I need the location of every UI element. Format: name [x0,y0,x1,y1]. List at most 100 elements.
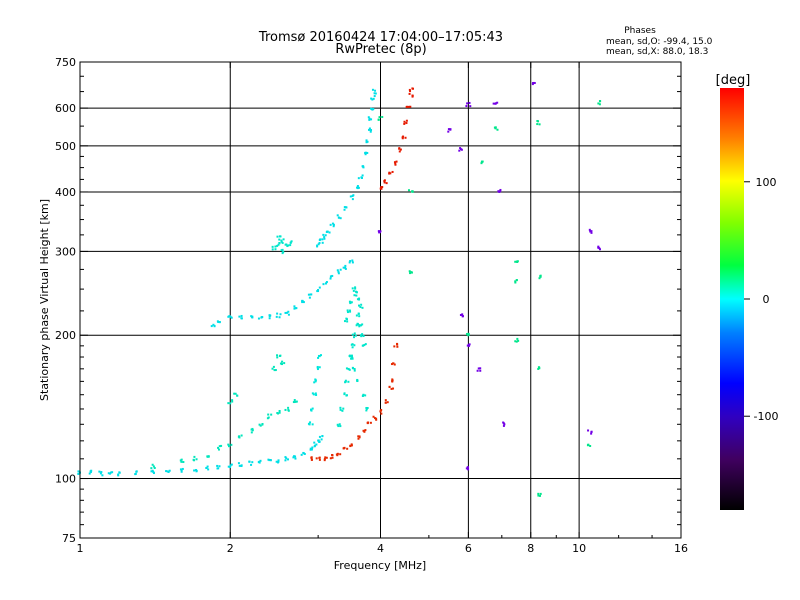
data-point [231,399,234,402]
data-point [355,294,358,297]
data-point [216,320,219,323]
data-point [408,270,411,273]
data-point [321,435,324,438]
data-point [278,242,281,245]
stats-heading: Phases [624,26,656,36]
data-point [369,130,372,133]
data-point [379,409,382,412]
data-point [531,82,534,85]
data-point [318,435,321,438]
data-point [135,470,138,473]
data-point [315,393,318,396]
data-point [370,118,373,121]
data-point [348,309,351,312]
data-point [339,406,342,409]
data-point [383,181,386,184]
data-point [461,315,464,318]
data-point [287,409,290,412]
data-point [278,409,281,412]
y-tick-label: 500 [55,140,76,153]
data-point [350,343,353,346]
chart-subtitle: RwPretec (8p) [335,42,426,57]
data-point [240,314,243,317]
data-point [218,321,221,324]
data-point [274,245,277,248]
data-point [466,466,469,469]
data-point [459,147,462,150]
x-tick-label: 2 [227,542,234,555]
data-point [339,217,342,220]
data-point [389,172,392,175]
data-point [349,260,352,263]
data-point [597,246,600,249]
data-point [588,228,591,231]
data-point [392,387,395,390]
data-point [368,117,371,120]
data-point [257,317,260,320]
data-point [356,187,359,190]
data-point [151,469,154,472]
data-point [411,87,414,90]
data-point [314,380,317,383]
data-point [467,334,470,337]
data-point [347,367,350,370]
data-point [374,89,377,92]
data-point [374,417,377,420]
data-point [361,323,364,326]
data-point [480,161,483,164]
data-point [386,401,389,404]
data-point [348,261,351,264]
data-point [515,279,518,282]
data-point [207,455,210,458]
data-point [325,230,328,233]
data-point [467,468,470,471]
data-point [350,354,353,357]
data-point [344,266,347,269]
data-point [311,392,314,395]
data-point [318,239,321,242]
data-point [598,103,601,106]
data-point [499,190,502,193]
data-point [590,231,593,234]
data-point [365,409,368,412]
data-point [332,225,335,228]
data-point [99,472,102,475]
data-point [227,315,230,318]
data-point [342,266,345,269]
data-point [388,386,391,389]
data-point [274,369,277,372]
data-point [271,367,274,370]
data-point [350,357,353,360]
data-point [384,401,387,404]
data-point [234,392,237,395]
data-point [310,456,313,459]
data-point [283,362,286,365]
data-point [355,291,358,294]
data-point [355,314,358,317]
data-point [322,283,325,286]
data-point [394,162,397,165]
data-point [292,401,295,404]
data-point [292,456,295,459]
data-point [539,492,542,495]
data-point [341,409,344,412]
data-point [346,447,349,450]
data-point [277,243,280,246]
data-point [477,367,480,370]
data-point [289,241,292,244]
data-point [280,239,283,242]
data-point [398,147,401,150]
data-point [407,105,410,108]
data-point [320,438,323,441]
data-point [301,301,304,304]
data-point [597,245,600,248]
data-point [238,315,241,318]
data-point [351,261,354,264]
data-point [195,468,198,471]
data-point [302,301,305,304]
y-tick-label: 600 [55,102,76,115]
data-point [344,264,347,267]
data-point [230,443,233,446]
data-point [411,94,414,97]
data-point [367,128,370,131]
